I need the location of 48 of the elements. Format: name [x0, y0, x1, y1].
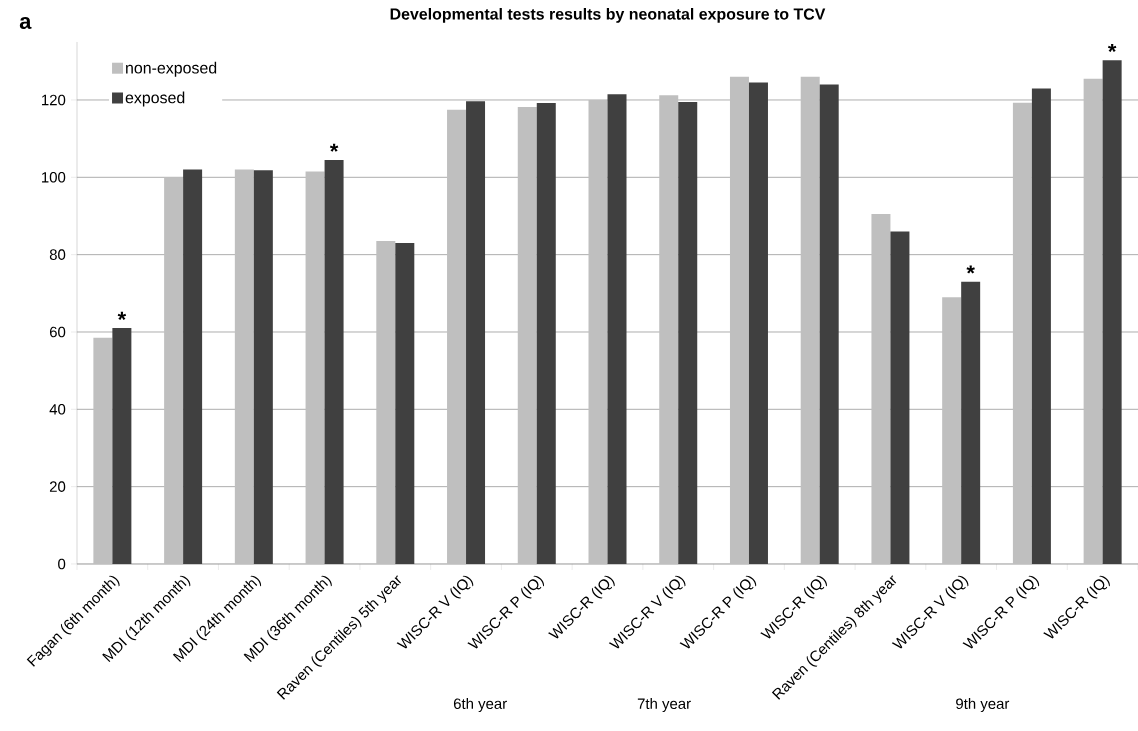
bar — [890, 231, 910, 564]
y-tick-label: 20 — [49, 481, 66, 492]
y-tick-label: 100 — [42, 172, 66, 183]
bar — [164, 177, 184, 564]
y-tick-label: 0 — [58, 558, 66, 570]
bar — [1012, 102, 1032, 564]
y-tick-label: 80 — [49, 249, 66, 260]
bar — [588, 99, 608, 564]
bar — [1031, 88, 1051, 564]
bar — [1102, 60, 1122, 564]
bar — [93, 337, 113, 564]
y-tick-label: 60 — [49, 326, 66, 338]
chart-title: Developmental tests results by neonatal exposure to TCV — [390, 7, 826, 23]
annotation: * — [329, 143, 339, 152]
bar — [800, 76, 820, 564]
legend-label: non-exposed — [126, 61, 217, 77]
bar — [466, 101, 486, 564]
text: 7th year — [637, 698, 691, 712]
bar — [112, 328, 132, 564]
bar — [961, 281, 981, 564]
bar — [234, 169, 254, 564]
bar — [819, 84, 839, 564]
annotation: * — [966, 265, 975, 274]
bar — [305, 171, 325, 564]
bar — [183, 169, 203, 564]
bar — [942, 297, 962, 564]
bar — [729, 76, 749, 564]
bar — [253, 170, 273, 564]
bar — [517, 106, 537, 564]
bar — [871, 214, 891, 564]
text: 6th year — [453, 698, 507, 712]
text: 9th year — [956, 698, 1010, 712]
bar — [536, 103, 556, 564]
bar — [748, 82, 768, 564]
bar — [447, 109, 467, 564]
bar — [607, 94, 627, 564]
annotation: * — [117, 311, 127, 320]
annotation: * — [1107, 43, 1117, 53]
bar — [324, 159, 344, 564]
text: a — [19, 16, 32, 29]
bar — [1083, 78, 1103, 564]
bar — [678, 101, 698, 564]
bar — [659, 95, 679, 564]
y-tick-label: 40 — [49, 404, 66, 415]
bar — [395, 243, 415, 564]
y-tick-label: 120 — [42, 94, 66, 106]
bar — [376, 241, 396, 564]
legend-label: exposed — [125, 91, 185, 107]
